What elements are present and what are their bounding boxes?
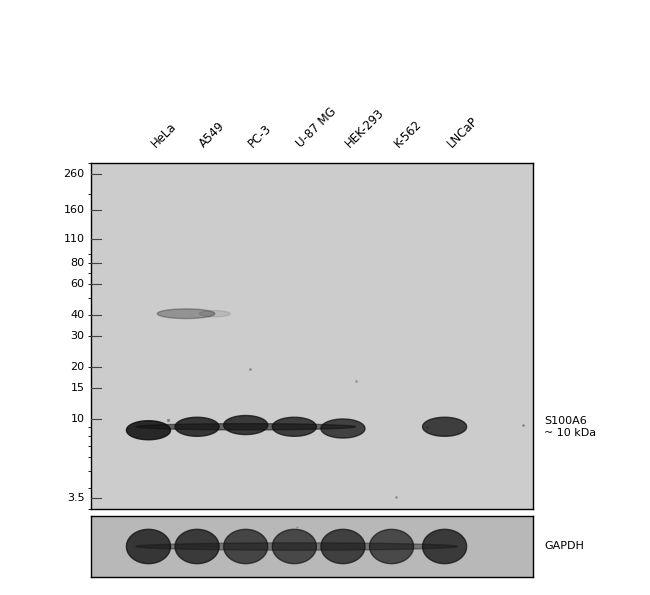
Polygon shape [175, 417, 219, 436]
Text: S100A6
~ 10 kDa: S100A6 ~ 10 kDa [544, 416, 596, 437]
Polygon shape [126, 421, 170, 440]
Polygon shape [422, 530, 467, 563]
Text: 20: 20 [70, 362, 84, 372]
Polygon shape [136, 543, 457, 550]
Text: 110: 110 [63, 234, 84, 243]
Text: U-87 MG: U-87 MG [294, 105, 339, 151]
Polygon shape [321, 419, 365, 438]
Polygon shape [422, 417, 467, 436]
Text: PC-3: PC-3 [246, 122, 274, 151]
Text: 30: 30 [70, 331, 84, 342]
Text: 15: 15 [70, 383, 84, 393]
Polygon shape [321, 530, 365, 563]
Polygon shape [175, 530, 219, 563]
Text: 10: 10 [70, 414, 84, 424]
Text: HeLa: HeLa [148, 120, 179, 151]
Text: HEK-293: HEK-293 [343, 107, 387, 151]
Polygon shape [272, 417, 317, 436]
Text: 60: 60 [70, 279, 84, 289]
Polygon shape [157, 309, 214, 318]
Text: 160: 160 [63, 205, 84, 215]
Text: 260: 260 [63, 169, 84, 179]
Polygon shape [369, 530, 413, 563]
Text: 80: 80 [70, 258, 84, 268]
Text: K-562: K-562 [391, 118, 424, 151]
Polygon shape [200, 311, 230, 317]
Text: GAPDH: GAPDH [544, 541, 584, 552]
Polygon shape [136, 424, 356, 430]
Text: 3.5: 3.5 [67, 493, 85, 503]
Text: A549: A549 [197, 120, 227, 151]
Text: 40: 40 [70, 309, 84, 320]
Polygon shape [272, 530, 317, 563]
Polygon shape [126, 530, 170, 563]
Text: LNCaP: LNCaP [445, 114, 480, 151]
Polygon shape [224, 415, 268, 434]
Polygon shape [224, 530, 268, 563]
